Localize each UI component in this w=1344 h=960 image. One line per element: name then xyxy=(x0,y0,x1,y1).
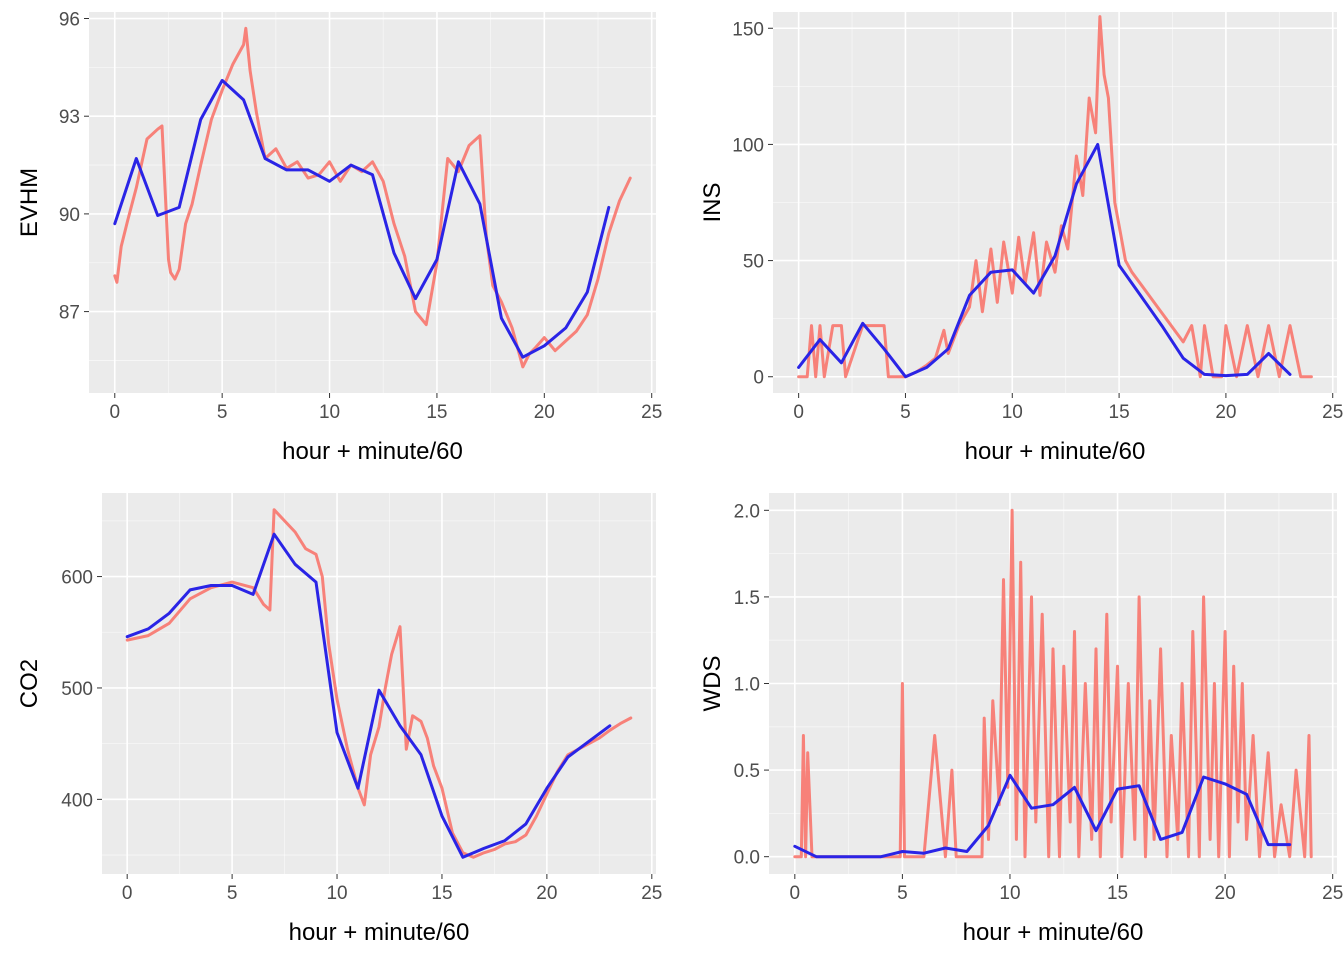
x-axis-title: hour + minute/60 xyxy=(289,919,470,946)
chart-panel-evhm: 0 5 10 15 20 25 87 90 93 96 hour + minute/60 EVHM xyxy=(16,10,662,465)
raw-series-line xyxy=(793,508,1313,859)
y-tick-label: 500 xyxy=(61,679,93,700)
x-tick-label: 15 xyxy=(426,402,447,423)
y-tick-label: 100 xyxy=(732,135,764,156)
y-axis-title: WDS xyxy=(699,656,726,712)
y-axis-title: CO2 xyxy=(16,659,43,708)
y-tick-label: 50 xyxy=(743,252,764,273)
x-tick-label: 15 xyxy=(1107,883,1128,904)
x-tick-label: 25 xyxy=(1322,883,1343,904)
x-tick-label: 0 xyxy=(793,402,804,423)
chart-panel-ins: 0 5 10 15 20 25 0 50 100 150 hour + minute/60 INS xyxy=(699,12,1343,465)
y-tick-label: 600 xyxy=(61,568,93,589)
plot-background xyxy=(102,493,656,874)
plot-background xyxy=(89,12,656,393)
x-tick-label: 20 xyxy=(1215,883,1236,904)
x-tick-label: 10 xyxy=(1002,402,1023,423)
y-axis-title: INS xyxy=(699,182,726,222)
x-axis-title: hour + minute/60 xyxy=(965,438,1146,465)
x-tick-label: 5 xyxy=(900,402,911,423)
y-tick-label: 0 xyxy=(753,368,764,389)
x-tick-label: 0 xyxy=(790,883,801,904)
x-tick-label: 25 xyxy=(641,883,662,904)
x-tick-label: 20 xyxy=(534,402,555,423)
x-tick-label: 5 xyxy=(227,883,238,904)
chart-panel-co2: 0 5 10 15 20 25 400 500 600 hour + minute/60 CO2 xyxy=(16,493,662,946)
x-tick-label: 10 xyxy=(319,402,340,423)
y-tick-label: 96 xyxy=(59,10,80,31)
raw-series-line xyxy=(797,15,1313,379)
x-tick-label: 15 xyxy=(1109,402,1130,423)
y-tick-label: 0.0 xyxy=(734,848,760,869)
x-tick-label: 5 xyxy=(897,883,908,904)
x-axis-title: hour + minute/60 xyxy=(282,438,463,465)
hourly-mean-line xyxy=(793,773,1292,859)
hourly-mean-line xyxy=(113,78,611,359)
hourly-mean-line xyxy=(125,532,612,859)
hourly-mean-line xyxy=(797,142,1292,379)
y-tick-label: 0.5 xyxy=(734,761,760,782)
y-tick-label: 93 xyxy=(59,107,80,128)
y-tick-label: 1.5 xyxy=(734,588,760,609)
x-tick-label: 20 xyxy=(1215,402,1236,423)
y-tick-label: 2.0 xyxy=(734,501,760,522)
x-tick-label: 0 xyxy=(122,883,133,904)
y-tick-label: 150 xyxy=(732,19,764,40)
y-tick-label: 1.0 xyxy=(734,675,760,696)
y-tick-label: 90 xyxy=(59,205,80,226)
x-tick-label: 10 xyxy=(326,883,347,904)
x-axis-title: hour + minute/60 xyxy=(963,919,1144,946)
y-tick-label: 87 xyxy=(59,303,80,324)
x-tick-label: 10 xyxy=(999,883,1020,904)
x-tick-label: 15 xyxy=(431,883,452,904)
raw-series-line xyxy=(125,508,633,859)
x-tick-label: 20 xyxy=(536,883,557,904)
x-tick-label: 5 xyxy=(217,402,228,423)
y-tick-label: 400 xyxy=(61,790,93,811)
x-tick-label: 0 xyxy=(109,402,120,423)
chart-panel-wds: 0 5 10 15 20 25 0.0 0.5 1.0 1.5 2.0 hour + minute/6… xyxy=(699,493,1343,946)
x-tick-label: 25 xyxy=(1322,402,1343,423)
x-tick-label: 25 xyxy=(641,402,662,423)
y-axis-title: EVHM xyxy=(16,168,43,237)
